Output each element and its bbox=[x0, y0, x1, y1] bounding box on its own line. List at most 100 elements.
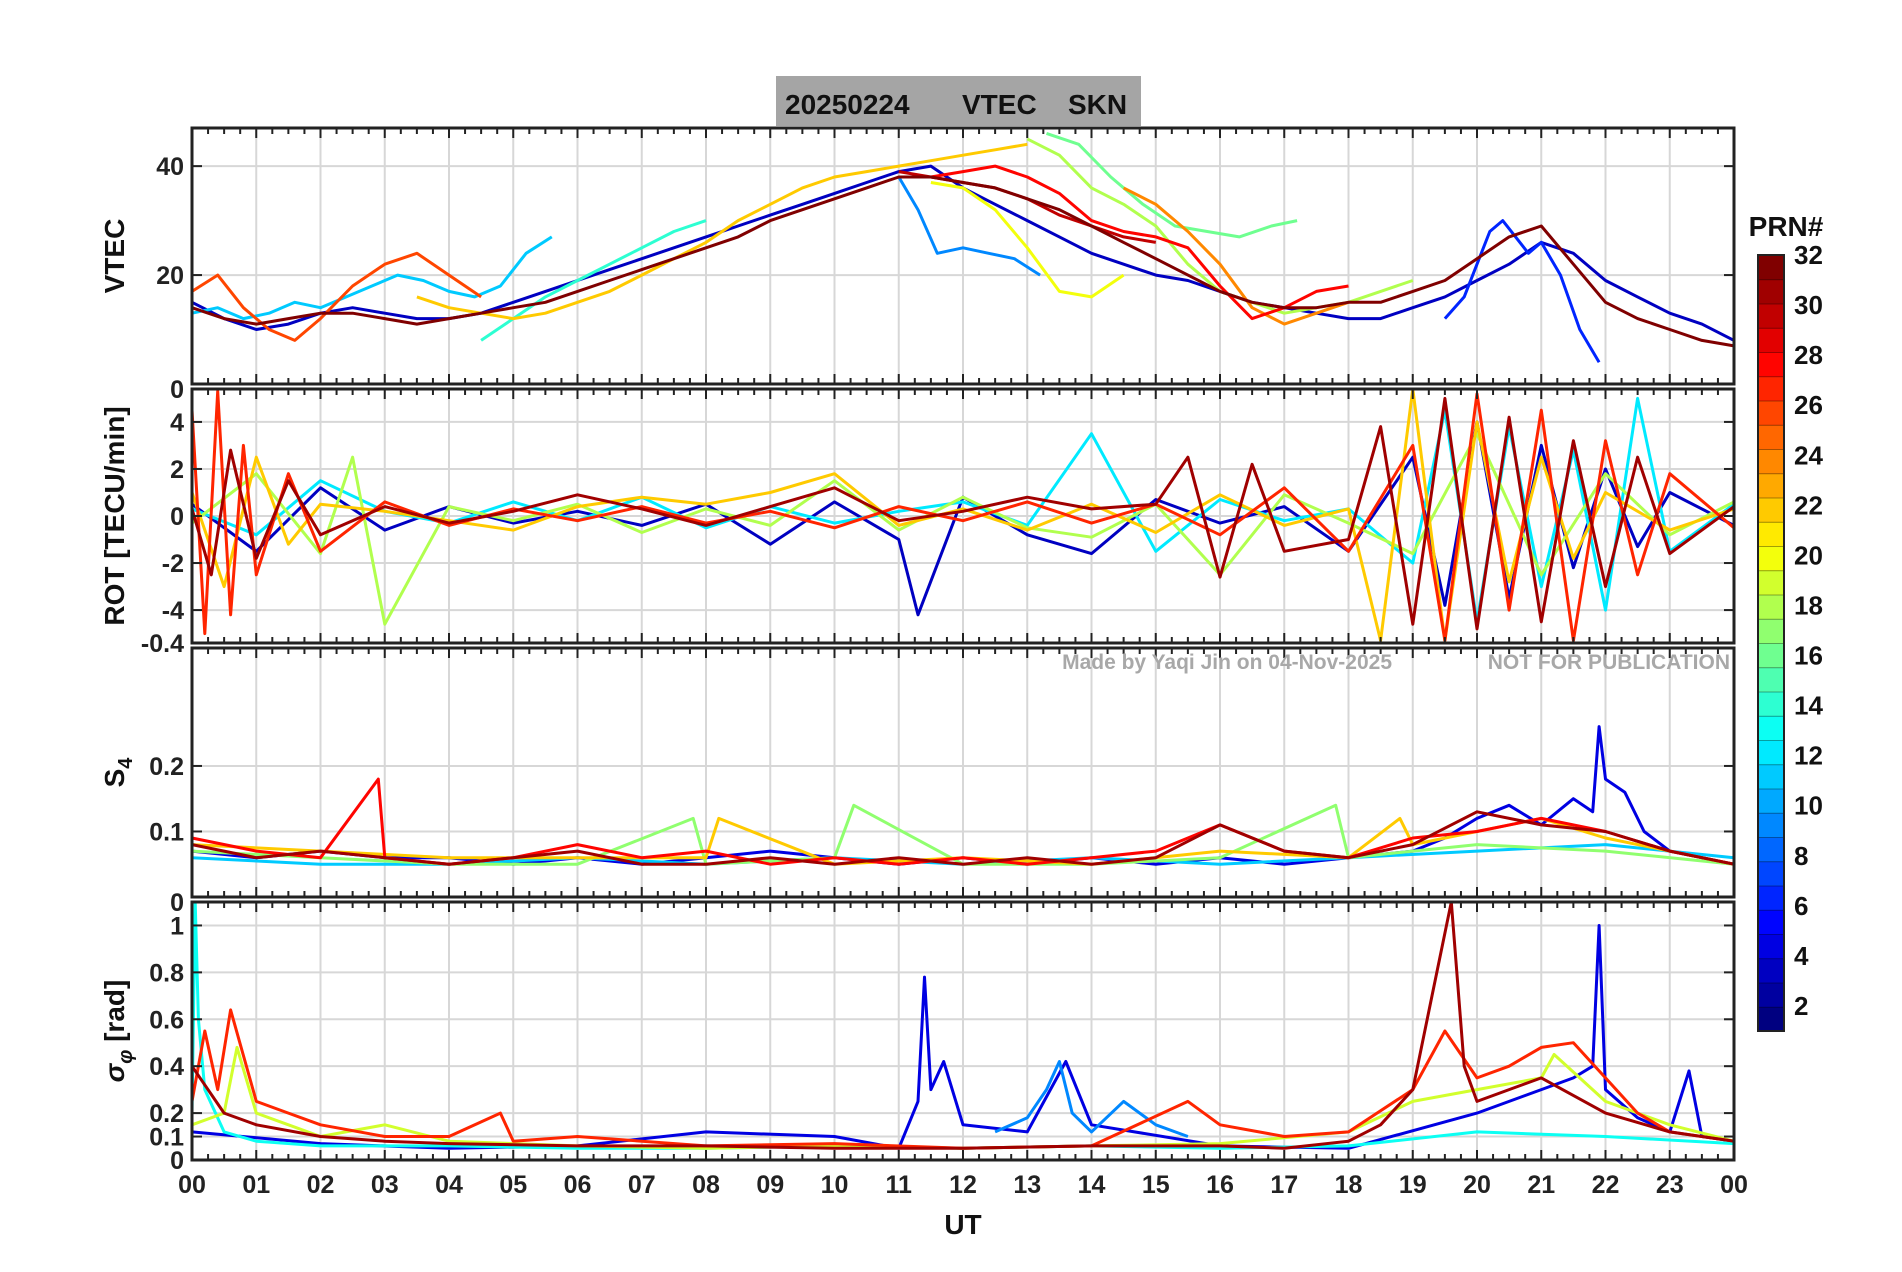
colorbar-cell-prn-13 bbox=[1757, 715, 1785, 741]
y-tick-label: 0.2 bbox=[149, 753, 184, 781]
y-tick-label: -4 bbox=[162, 597, 184, 625]
colorbar-tick-label: 20 bbox=[1794, 540, 1823, 570]
s4-panel: 0.10.2 S4 bbox=[99, 646, 1736, 899]
y-tick-label: 0 bbox=[170, 889, 184, 917]
sigma-phi-series bbox=[190, 900, 1735, 1150]
x-tick-label: 03 bbox=[371, 1171, 399, 1199]
x-tick-label: 13 bbox=[1013, 1171, 1041, 1199]
colorbar-tick-label: 18 bbox=[1794, 590, 1823, 620]
y-tick-label: 1 bbox=[170, 912, 184, 940]
series-line-prn-6 bbox=[1443, 219, 1601, 363]
y-tick-label: 0.1 bbox=[149, 818, 184, 846]
y-tick-label: 0.6 bbox=[149, 1006, 184, 1034]
colorbar-cell-prn-25 bbox=[1757, 424, 1785, 450]
colorbar-tick-label: 32 bbox=[1794, 240, 1823, 270]
series-line-prn-31 bbox=[191, 810, 1735, 866]
x-tick-label: 19 bbox=[1399, 1171, 1427, 1199]
colorbar-cell-prn-6 bbox=[1757, 885, 1785, 911]
colorbar-cell-prn-26 bbox=[1757, 400, 1785, 426]
y-tick-label: 2 bbox=[170, 456, 184, 484]
vtec-series bbox=[191, 131, 1735, 363]
series-line-prn-16 bbox=[1046, 131, 1298, 239]
series-line-prn-26 bbox=[191, 251, 482, 342]
rot-panel: -0.4 -4 -2 0 2 4 0 ROT [TECU/min] bbox=[99, 376, 1736, 658]
series-line-prn-17 bbox=[191, 803, 1735, 866]
series-line-prn-4 bbox=[191, 924, 1735, 1150]
colorbar-cell-prn-12 bbox=[1757, 739, 1785, 766]
series-line-prn-31 bbox=[190, 900, 1735, 1150]
x-tick-label: 22 bbox=[1592, 1171, 1620, 1199]
colorbar-frame bbox=[1757, 254, 1785, 1032]
x-tick-label: 04 bbox=[435, 1171, 463, 1199]
colorbar-label: PRN# bbox=[1749, 211, 1824, 242]
sigma-phi-ylabel: σφ [rad] bbox=[99, 980, 137, 1083]
colorbar-cell-prn-19 bbox=[1757, 569, 1785, 596]
rot-ylabel: ROT [TECU/min] bbox=[99, 406, 130, 625]
x-tick-label: 10 bbox=[821, 1171, 849, 1199]
colorbar-cell-prn-32 bbox=[1757, 254, 1785, 281]
series-line-prn-9 bbox=[897, 176, 1041, 277]
colorbar-tick-label: 2 bbox=[1794, 991, 1808, 1021]
vtec-ylabel: VTEC bbox=[99, 219, 130, 294]
s4-axes-frame bbox=[190, 646, 1736, 899]
x-tick-label: 21 bbox=[1527, 1171, 1555, 1199]
x-tick-label: 05 bbox=[499, 1171, 527, 1199]
colorbar-cell-prn-28 bbox=[1757, 351, 1785, 378]
colorbar-tick-label: 8 bbox=[1794, 841, 1808, 871]
rot-y-ticks: -0.4 -4 -2 0 2 4 0 bbox=[141, 376, 1735, 658]
x-tick-label: 12 bbox=[949, 1171, 977, 1199]
colorbar-cell-prn-16 bbox=[1757, 642, 1785, 669]
vtec-axes-frame bbox=[190, 126, 1736, 386]
colorbar-tick-label: 22 bbox=[1794, 490, 1823, 520]
x-tick-label: 11 bbox=[886, 1171, 913, 1199]
colorbar-cell-prn-22 bbox=[1757, 497, 1785, 523]
series-line-prn-31 bbox=[190, 396, 1735, 631]
colorbar-cell-prn-9 bbox=[1757, 812, 1785, 838]
colorbar-tick-label: 10 bbox=[1794, 791, 1823, 821]
x-tick-label: 08 bbox=[692, 1171, 720, 1199]
colorbar-cell-prn-10 bbox=[1757, 788, 1785, 814]
series-line-prn-9 bbox=[994, 1060, 1189, 1138]
x-axis-label: UT bbox=[944, 1209, 981, 1240]
colorbar-tick-label: 30 bbox=[1794, 290, 1823, 320]
title-station: SKN bbox=[1068, 89, 1127, 120]
x-tick-label: 06 bbox=[564, 1171, 592, 1199]
y-tick-label: 0.1 bbox=[149, 1124, 184, 1152]
rot-series bbox=[190, 387, 1735, 643]
x-tick-labels: 00 01 02 03 04 05 06 07 08 09 10 11 12 13 14 15 16 17 18 19… bbox=[178, 1171, 1748, 1199]
x-tick-label: 01 bbox=[242, 1171, 270, 1199]
x-tick-label: 07 bbox=[628, 1171, 656, 1199]
watermark-author: Made by Yaqi Jin on 04-Nov-2025 bbox=[1062, 651, 1392, 674]
y-tick-label: -0.4 bbox=[141, 630, 184, 658]
colorbar-tick-label: 4 bbox=[1794, 941, 1809, 971]
colorbar-tick-label: 16 bbox=[1794, 641, 1823, 671]
x-tick-label: 02 bbox=[307, 1171, 335, 1199]
colorbar-cell-prn-31 bbox=[1757, 278, 1785, 305]
colorbar-cell-prn-23 bbox=[1757, 472, 1785, 499]
x-tick-label: 00 bbox=[1720, 1171, 1748, 1199]
colorbar-tick-label: 6 bbox=[1794, 891, 1808, 921]
colorbar-cell-prn-18 bbox=[1757, 594, 1785, 620]
colorbar-cell-prn-29 bbox=[1757, 327, 1785, 353]
s4-series bbox=[191, 725, 1735, 866]
vtec-panel: 20 40 VTEC bbox=[99, 126, 1736, 386]
x-tick-label: 17 bbox=[1270, 1171, 1298, 1199]
series-line-prn-24 bbox=[1122, 186, 1349, 326]
x-tick-label: 18 bbox=[1335, 1171, 1363, 1199]
y-tick-label: 0.2 bbox=[149, 1100, 184, 1128]
colorbar-cell-prn-8 bbox=[1757, 836, 1785, 863]
y-tick-label: 20 bbox=[156, 262, 184, 290]
y-tick-label: 0 bbox=[170, 376, 184, 404]
series-line-prn-28 bbox=[930, 164, 1349, 321]
x-tick-label: 16 bbox=[1206, 1171, 1234, 1199]
rot-axes-frame bbox=[190, 387, 1736, 645]
colorbar-cell-prn-3 bbox=[1757, 957, 1785, 984]
series-line-prn-22 bbox=[190, 387, 1735, 643]
series-line-prn-14 bbox=[480, 219, 707, 342]
y-tick-label: -2 bbox=[162, 550, 184, 578]
sigma-phi-axes-frame bbox=[190, 900, 1736, 1162]
